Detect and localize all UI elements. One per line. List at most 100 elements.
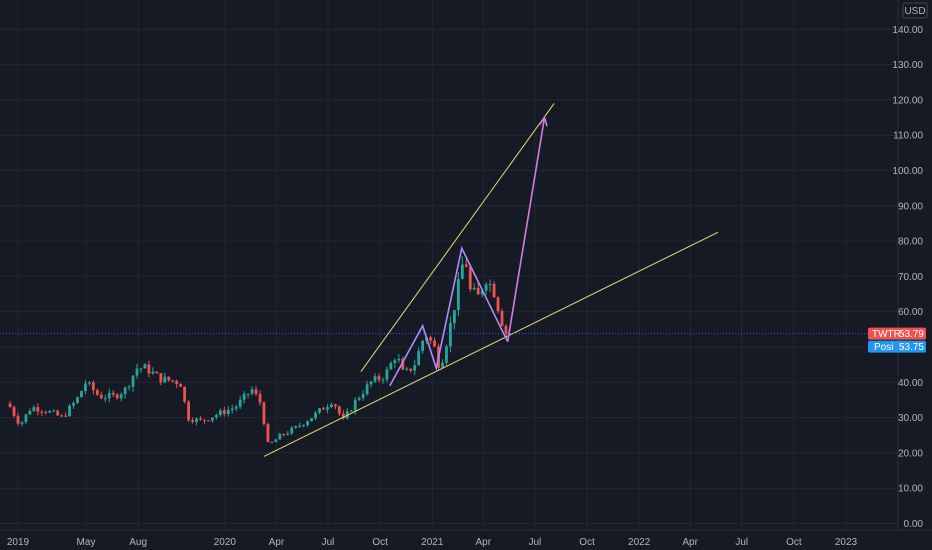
svg-text:·: ·	[901, 342, 904, 353]
candle	[417, 347, 421, 366]
candle	[226, 406, 230, 417]
currency-badge[interactable]: USD	[902, 2, 928, 19]
candle	[441, 359, 444, 369]
candle	[91, 380, 95, 395]
candle	[413, 359, 417, 376]
y-tick-label: 80.00	[898, 237, 923, 248]
x-tick-label: Apr	[682, 537, 698, 548]
x-tick-label: Jul	[528, 537, 541, 548]
candle	[99, 391, 103, 400]
ticker-symbol: TWTR	[872, 329, 901, 340]
candle	[302, 424, 306, 428]
candle	[88, 380, 91, 386]
candle	[107, 388, 111, 402]
candle	[464, 258, 468, 268]
x-tick-label: 2020	[214, 537, 237, 548]
y-tick-label: 20.00	[898, 448, 923, 459]
position-price: 53.75	[899, 342, 924, 353]
candle	[286, 431, 290, 436]
time-axis[interactable]: 2019 May Aug 2020 Apr Jul Oct 2021 Apr Jul Oct 2022…	[0, 529, 932, 548]
zigzag-pattern[interactable]	[389, 245, 509, 387]
candle	[207, 420, 210, 422]
candle	[199, 416, 202, 421]
candle	[119, 392, 123, 402]
candle	[472, 283, 476, 291]
candle	[274, 438, 278, 443]
candle	[60, 414, 64, 418]
currency-label: USD	[904, 6, 925, 17]
candle	[191, 417, 194, 424]
upper-trendline[interactable]	[360, 103, 555, 373]
candle	[171, 379, 175, 383]
candle	[452, 309, 456, 330]
candle	[326, 404, 329, 414]
candle	[56, 409, 60, 416]
candle	[330, 402, 333, 409]
candle	[361, 389, 365, 401]
candle	[52, 409, 56, 412]
x-tick-label: 2022	[628, 537, 651, 548]
candle	[28, 408, 32, 416]
candle	[445, 344, 448, 366]
candle	[127, 384, 131, 391]
candle	[123, 386, 127, 399]
candle	[250, 386, 254, 396]
candle	[135, 363, 139, 379]
candle	[238, 395, 242, 410]
candle	[333, 403, 337, 410]
candle	[242, 391, 246, 404]
x-tick-label: Aug	[129, 537, 147, 548]
position-label: Posi	[874, 342, 893, 353]
candle	[24, 414, 28, 425]
candle	[298, 422, 302, 429]
candle	[183, 386, 187, 404]
y-tick-label: 40.00	[898, 378, 923, 389]
candle	[460, 256, 464, 280]
x-tick-label: Apr	[269, 537, 285, 548]
x-tick-label: Oct	[786, 537, 802, 548]
candle	[389, 360, 393, 370]
projection-arrow[interactable]	[506, 117, 546, 342]
candle	[72, 401, 75, 409]
candle	[282, 433, 286, 437]
candle	[64, 412, 68, 417]
candle	[365, 380, 369, 396]
ticker-last-price: 53.79	[899, 329, 924, 340]
y-tick-label: 10.00	[898, 484, 923, 495]
x-tick-label: Oct	[579, 537, 595, 548]
candle	[488, 279, 492, 293]
candle	[433, 337, 436, 347]
candle	[179, 383, 183, 387]
candle	[290, 425, 294, 435]
lower-trendline[interactable]	[263, 231, 719, 457]
candle	[218, 408, 222, 417]
candle	[222, 406, 226, 417]
candle	[270, 441, 274, 443]
candle	[147, 360, 151, 378]
candle	[294, 425, 298, 429]
x-tick-label: May	[77, 537, 96, 548]
y-tick-label: 130.00	[892, 60, 923, 71]
projection-arrowhead	[538, 115, 548, 127]
candle	[155, 370, 159, 374]
candle	[40, 409, 44, 416]
y-tick-label: 0.00	[904, 519, 924, 530]
candle	[449, 316, 452, 353]
y-tick-label: 110.00	[893, 131, 923, 142]
candle	[266, 422, 270, 443]
candle	[349, 409, 353, 412]
candle	[385, 366, 389, 383]
candle	[314, 410, 317, 421]
candle	[373, 373, 377, 384]
candle	[381, 377, 385, 384]
candle	[456, 272, 460, 317]
candle	[84, 380, 87, 395]
y-tick-label: 30.00	[898, 413, 923, 424]
candlestick-series	[8, 256, 508, 443]
candle	[500, 308, 504, 327]
candle	[115, 393, 119, 400]
candle	[377, 373, 381, 383]
